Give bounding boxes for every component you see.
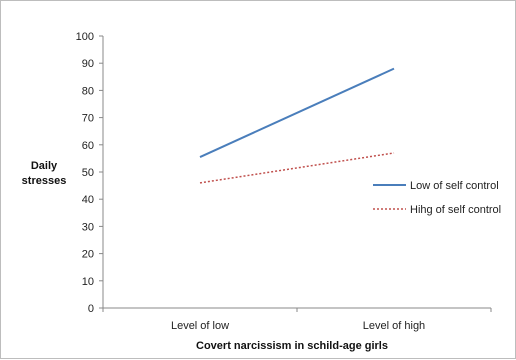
y-tick-label: 0 — [88, 303, 94, 315]
series-line-1 — [199, 152, 395, 184]
x-axis-title: Covert narcissism in schild-age girls — [196, 340, 388, 352]
legend-label-low-self-control: Low of self control — [410, 180, 499, 192]
y-axis-title-line-2: stresses — [22, 175, 67, 187]
y-tick-label: 20 — [82, 249, 94, 261]
y-tick-label: 10 — [82, 276, 94, 288]
x-axis: Level of low Level of high — [102, 307, 492, 332]
legend-label-high-self-control: Hihg of self control — [410, 204, 501, 216]
y-tick-label: 80 — [82, 85, 94, 97]
x-tick-label: Level of low — [171, 320, 229, 332]
y-tick-label: 70 — [82, 113, 94, 125]
y-tick-label: 30 — [82, 221, 94, 233]
y-tick-label: 90 — [82, 58, 94, 70]
y-tick-label: 60 — [82, 140, 94, 152]
y-axis-title-line-1: Daily — [31, 160, 58, 172]
series-line-0 — [199, 67, 395, 158]
x-tick-label: Level of high — [363, 320, 425, 332]
legend: Low of self control Hihg of self control — [373, 180, 501, 216]
y-tick-label: 50 — [82, 167, 94, 179]
y-tick-label: 40 — [82, 194, 94, 206]
plot-area — [199, 67, 395, 184]
y-axis: 0 10 20 30 40 50 60 70 80 90 100 — [76, 31, 104, 315]
y-tick-label: 100 — [76, 31, 94, 43]
